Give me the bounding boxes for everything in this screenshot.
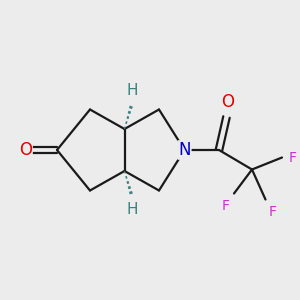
Text: H: H [127,202,138,217]
Text: F: F [221,200,230,214]
Text: F: F [268,206,277,220]
Text: O: O [19,141,32,159]
Text: F: F [289,151,297,164]
Text: N: N [178,141,191,159]
Text: O: O [221,93,235,111]
Text: H: H [127,83,138,98]
